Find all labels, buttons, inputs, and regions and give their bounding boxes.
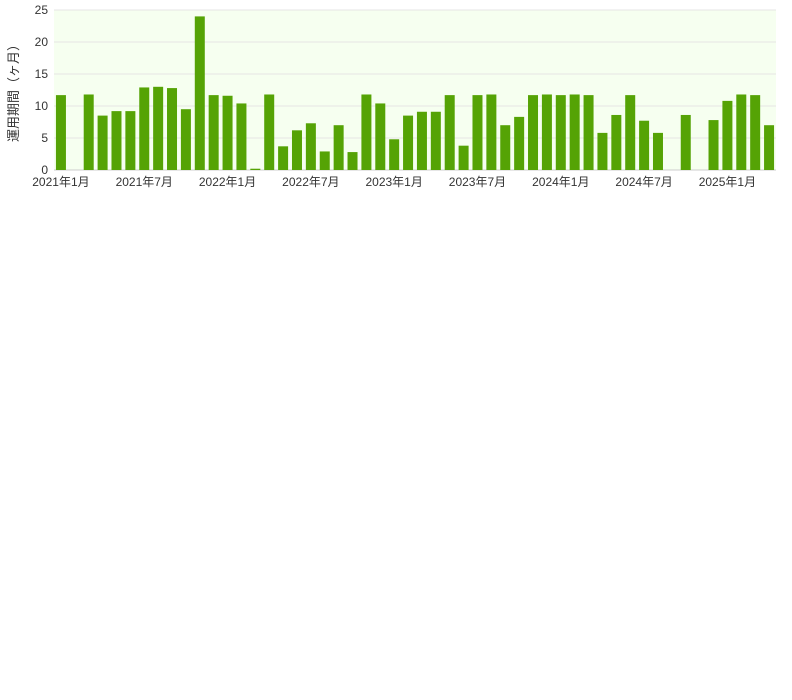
bar (236, 103, 246, 170)
bar (722, 101, 732, 170)
bar (264, 94, 274, 170)
bar (56, 95, 66, 170)
bar (167, 88, 177, 170)
bar (459, 146, 469, 170)
bar (611, 115, 621, 170)
y-tick-label: 20 (35, 35, 49, 49)
bar (195, 16, 205, 170)
bar (139, 87, 149, 170)
bar (431, 112, 441, 170)
bar (375, 103, 385, 170)
bar (500, 125, 510, 170)
bar (389, 139, 399, 170)
y-tick-label: 5 (41, 131, 48, 145)
x-tick-label: 2023年7月 (449, 175, 506, 189)
bar (348, 152, 358, 170)
bar (681, 115, 691, 170)
bar (625, 95, 635, 170)
bar (639, 121, 649, 170)
bar (292, 130, 302, 170)
bar (486, 94, 496, 170)
bar (223, 96, 233, 170)
y-tick-label: 25 (35, 3, 49, 17)
bar (653, 133, 663, 170)
x-tick-label: 2022年7月 (282, 175, 339, 189)
bar (417, 112, 427, 170)
bar (514, 117, 524, 170)
y-tick-label: 10 (35, 99, 49, 113)
x-tick-label: 2023年1月 (365, 175, 422, 189)
bar (278, 146, 288, 170)
bar (84, 94, 94, 170)
bar (306, 123, 316, 170)
bar (750, 95, 760, 170)
bar (709, 120, 719, 170)
bar-chart: 0510152025運用期間（ヶ月）2021年1月2021年7月2022年1月2… (0, 0, 792, 700)
bar (361, 94, 371, 170)
bar (584, 95, 594, 170)
bar (250, 169, 260, 170)
bar (334, 125, 344, 170)
bar (528, 95, 538, 170)
bar (764, 125, 774, 170)
bar (320, 151, 330, 170)
bar (125, 111, 135, 170)
bar (209, 95, 219, 170)
bar (570, 94, 580, 170)
bar (736, 94, 746, 170)
bar (111, 111, 121, 170)
bar (98, 116, 108, 170)
x-tick-label: 2022年1月 (199, 175, 256, 189)
x-tick-label: 2024年7月 (615, 175, 672, 189)
x-tick-label: 2024年1月 (532, 175, 589, 189)
bar (597, 133, 607, 170)
bar (181, 109, 191, 170)
bar (403, 116, 413, 170)
y-axis-title: 運用期間（ヶ月） (6, 38, 21, 142)
y-tick-label: 15 (35, 67, 49, 81)
x-tick-label: 2025年1月 (699, 175, 756, 189)
bar (472, 95, 482, 170)
x-tick-label: 2021年7月 (116, 175, 173, 189)
bar (153, 87, 163, 170)
bar (556, 95, 566, 170)
x-tick-label: 2021年1月 (32, 175, 89, 189)
bar (445, 95, 455, 170)
chart-svg: 0510152025運用期間（ヶ月）2021年1月2021年7月2022年1月2… (0, 0, 792, 700)
bar (542, 94, 552, 170)
